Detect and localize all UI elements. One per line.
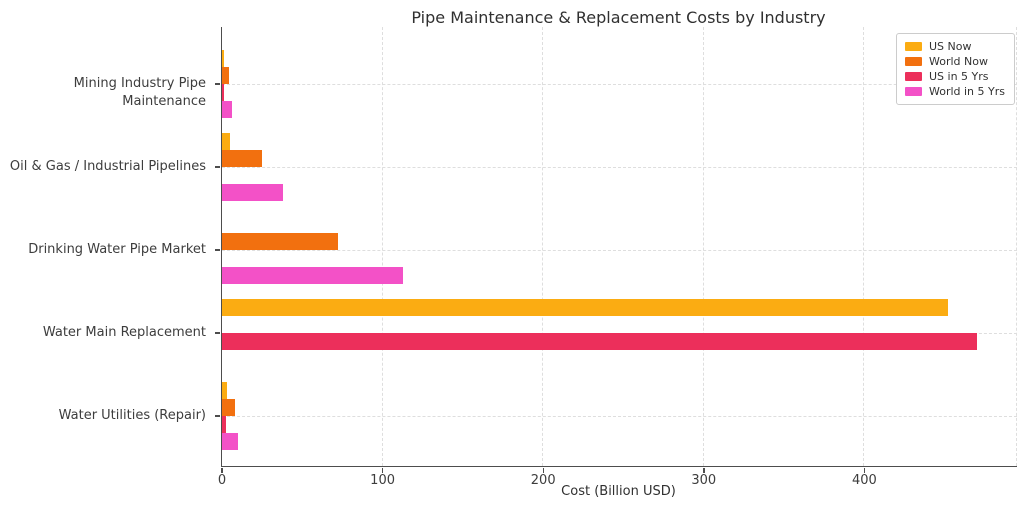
vertical-gridline (542, 27, 544, 466)
bar (222, 299, 948, 316)
plot-area: 0 100 200 300 400 (215, 27, 1017, 488)
x-tick-label: 200 (530, 473, 556, 488)
y-axis-category-labels: Mining Industry Pipe Maintenance Oil & Ga… (0, 27, 212, 466)
legend-item: US in 5 Yrs (904, 69, 1005, 84)
legend-swatch (904, 57, 922, 66)
bar (222, 133, 231, 150)
legend-swatch (904, 87, 922, 96)
x-tick-mark (221, 468, 223, 473)
y-tick-mark (215, 166, 220, 168)
vertical-gridline (381, 27, 383, 466)
legend-label: US in 5 Yrs (928, 70, 989, 83)
legend-item: World Now (904, 54, 1005, 69)
vertical-gridline (702, 27, 704, 466)
horizontal-gridline (222, 250, 1017, 251)
x-tick-label: 100 (370, 473, 395, 488)
bar (222, 84, 224, 101)
y-tick-mark (215, 415, 220, 417)
legend: US Now World Now US in 5 Yrs World in 5 Yrs (895, 33, 1015, 105)
y-category-label: Water Main Replacement (42, 325, 206, 340)
horizontal-gridline (222, 416, 1017, 417)
y-category-label: Water Utilities (Repair) (58, 408, 206, 423)
legend-item: World in 5 Yrs (904, 84, 1005, 99)
bar (222, 67, 230, 84)
x-tick-mark (863, 468, 866, 473)
x-tick-label: 300 (691, 473, 717, 488)
y-tick-mark (215, 83, 220, 85)
bar (222, 233, 338, 250)
x-tick-mark (381, 468, 384, 473)
legend-label: US Now (928, 40, 972, 53)
horizontal-gridline (222, 167, 1017, 168)
y-category-label: Drinking Water Pipe Market (28, 242, 206, 257)
bar (222, 267, 404, 284)
legend-swatch (904, 72, 922, 81)
vertical-gridline (1016, 27, 1017, 466)
x-tick-mark (703, 468, 705, 473)
chart-title: Pipe Maintenance & Replacement Costs by … (411, 8, 826, 27)
bar (222, 399, 235, 416)
y-category-label: Mining Industry Pipe Maintenance (73, 76, 206, 109)
bar (222, 150, 263, 167)
bar (222, 50, 225, 67)
bar (222, 382, 227, 399)
bar (222, 433, 239, 450)
bar (222, 416, 226, 433)
vertical-gridline (863, 27, 865, 466)
x-tick-mark (542, 468, 544, 473)
y-category-label: Oil & Gas / Industrial Pipelines (9, 159, 206, 174)
x-axis-label: Cost (Billion USD) (561, 484, 676, 499)
legend-swatch (904, 42, 922, 51)
x-tick-label: 400 (852, 473, 877, 488)
bar (222, 184, 284, 201)
horizontal-gridline (222, 84, 1017, 85)
y-tick-mark (215, 249, 220, 251)
legend-label: World in 5 Yrs (928, 85, 1005, 98)
legend-item: US Now (904, 39, 1005, 54)
x-tick-label: 0 (217, 473, 227, 488)
y-tick-mark (215, 332, 220, 334)
legend-label: World Now (928, 55, 988, 68)
bar (222, 101, 232, 118)
bar (222, 333, 977, 350)
